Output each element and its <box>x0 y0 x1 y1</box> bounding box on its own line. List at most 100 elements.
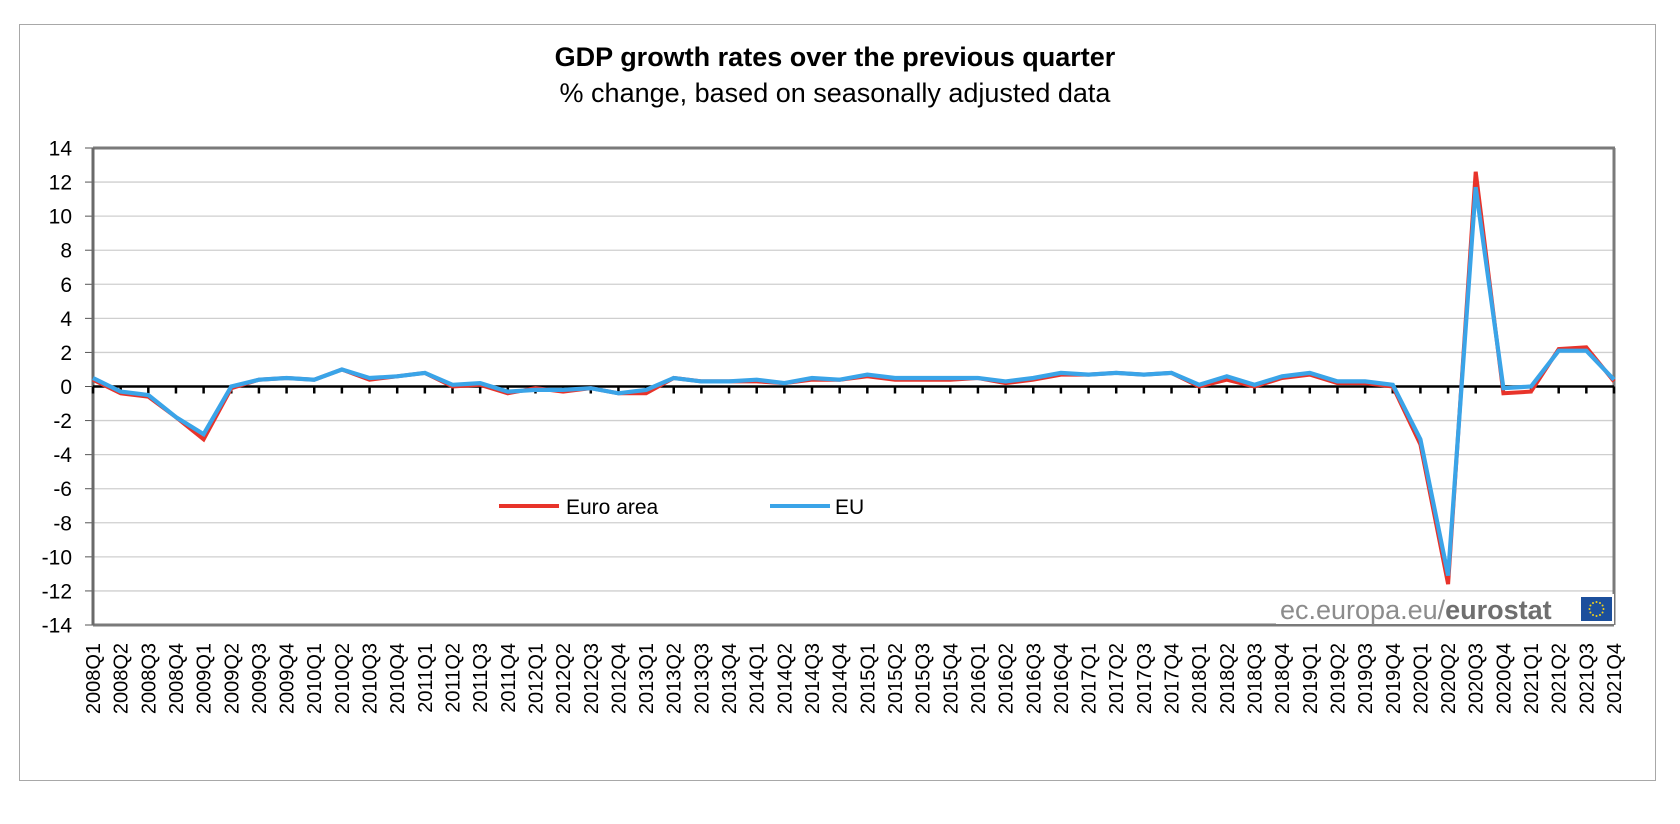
x-tick-label: 2014Q4 <box>830 643 852 714</box>
eu-flag-icon <box>1581 597 1612 621</box>
x-tick-label: 2015Q1 <box>857 643 879 714</box>
legend-label-euro-area: Euro area <box>566 496 659 519</box>
x-tick-label: 2010Q4 <box>387 643 409 714</box>
x-tick-label: 2014Q2 <box>774 643 796 714</box>
x-tick-label: 2016Q1 <box>968 643 990 714</box>
x-tick-label: 2013Q4 <box>719 643 741 714</box>
series-group <box>92 171 1616 585</box>
flag-star <box>1589 604 1592 607</box>
x-tick-label: 2013Q3 <box>691 643 713 714</box>
x-tick-label: 2016Q2 <box>996 643 1018 714</box>
x-tick-label: 2009Q4 <box>277 643 299 714</box>
x-tick-label: 2020Q2 <box>1438 643 1460 714</box>
flag-star <box>1601 604 1604 607</box>
x-tick-label: 2013Q1 <box>636 643 658 714</box>
watermark-brand: eurostat <box>1445 595 1552 625</box>
flag-star <box>1599 601 1601 604</box>
flag-star <box>1592 601 1594 604</box>
x-tick-label: 2013Q2 <box>664 643 686 714</box>
legend: Euro area EU <box>499 496 864 519</box>
x-tick-label: 2021Q4 <box>1604 643 1626 714</box>
flag-star <box>1601 611 1604 614</box>
y-tick-label: 6 <box>60 274 72 297</box>
x-tick-label: 2020Q3 <box>1466 643 1488 714</box>
x-tick-label: 2017Q1 <box>1079 643 1101 714</box>
y-tick-label: -2 <box>53 410 72 433</box>
flag-star <box>1602 608 1605 610</box>
y-tick-label: -12 <box>42 580 72 603</box>
x-tick-label: 2021Q2 <box>1549 643 1571 714</box>
x-tick-label: 2021Q1 <box>1521 643 1543 714</box>
y-tick-label: 14 <box>49 138 73 161</box>
y-tick-label: -4 <box>53 444 72 467</box>
legend-label-eu: EU <box>835 496 864 519</box>
x-tick-label: 2018Q3 <box>1244 643 1266 714</box>
y-tick-label: 0 <box>60 376 72 399</box>
y-tick-label: -6 <box>53 478 72 501</box>
x-tick-label: 2020Q1 <box>1410 643 1432 714</box>
y-tick-label: 12 <box>49 172 72 195</box>
x-tick-label: 2018Q1 <box>1189 643 1211 714</box>
watermark-background <box>1276 594 1614 624</box>
x-tick-label: 2016Q3 <box>1023 643 1045 714</box>
x-tick-label: 2011Q1 <box>415 643 437 713</box>
x-tick-label: 2018Q4 <box>1272 643 1294 714</box>
x-tick-label: 2008Q1 <box>83 643 105 714</box>
x-tick-label: 2014Q3 <box>802 643 824 714</box>
x-tick-label: 2008Q2 <box>111 643 133 714</box>
x-tick-label: 2009Q1 <box>194 643 216 714</box>
x-tick-label: 2008Q4 <box>166 643 188 714</box>
x-tick-label: 2014Q1 <box>747 643 769 714</box>
x-tick-label: 2019Q3 <box>1355 643 1377 714</box>
x-tick-label: 2015Q3 <box>913 643 935 714</box>
flag-star <box>1595 601 1598 603</box>
x-tick-label: 2011Q2 <box>443 643 465 713</box>
x-tick-label: 2012Q1 <box>525 643 547 714</box>
x-tick-label: 2010Q3 <box>360 643 382 714</box>
watermark-text: ec.europa.eu/eurostat <box>1280 595 1552 625</box>
x-tick-label: 2017Q4 <box>1162 643 1184 714</box>
chart-frame <box>19 24 1656 781</box>
y-tick-label: -14 <box>42 615 73 638</box>
chart-subtitle: % change, based on seasonally adjusted d… <box>560 78 1112 108</box>
x-tick-label: 2012Q3 <box>581 643 603 714</box>
flag-star <box>1595 615 1598 617</box>
x-axis: 2008Q1 2008Q2 2008Q3 2008Q4 2009Q1 2009Q2 2009… <box>83 385 1626 714</box>
x-tick-label: 2015Q2 <box>885 643 907 714</box>
x-tick-label: 2019Q4 <box>1383 643 1405 714</box>
y-tick-label: -8 <box>53 512 72 535</box>
x-tick-label: 2015Q4 <box>940 643 962 714</box>
x-tick-label: 2010Q2 <box>332 643 354 714</box>
x-tick-label: 2021Q3 <box>1576 643 1598 714</box>
flag-star <box>1589 611 1592 614</box>
y-tick-label: -10 <box>42 546 72 569</box>
x-tick-label: 2012Q4 <box>608 643 630 714</box>
eurostat-watermark: ec.europa.eu/eurostat <box>1276 594 1614 625</box>
flag-star <box>1588 608 1591 610</box>
x-tick-label: 2017Q3 <box>1134 643 1156 714</box>
x-tick-label: 2019Q1 <box>1300 643 1322 714</box>
x-tick-label: 2019Q2 <box>1327 643 1349 714</box>
x-tick-label: 2018Q2 <box>1217 643 1239 714</box>
x-tick-label: 2011Q3 <box>470 643 492 713</box>
series-line-eu <box>92 186 1616 577</box>
y-tick-label: 4 <box>60 308 72 331</box>
x-tick-label: 2009Q3 <box>249 643 271 714</box>
x-tick-label: 2011Q4 <box>498 643 520 713</box>
x-tick-label: 2010Q1 <box>304 643 326 714</box>
y-axis: 14 12 10 8 6 4 2 0 -2 -4 -6 -8 -10 -12 -14 <box>42 138 95 638</box>
x-tick-label: 2009Q2 <box>221 643 243 714</box>
x-tick-label: 2008Q3 <box>138 643 160 714</box>
y-tick-label: 8 <box>60 240 72 263</box>
x-tick-label: 2016Q4 <box>1051 643 1073 714</box>
flag-star <box>1599 614 1601 617</box>
x-tick-label: 2017Q2 <box>1106 643 1128 714</box>
x-tick-label: 2020Q4 <box>1493 643 1515 714</box>
x-tick-label: 2012Q2 <box>553 643 575 714</box>
y-tick-label: 2 <box>60 342 72 365</box>
flag-star <box>1592 614 1594 617</box>
watermark-prefix: ec.europa.eu/ <box>1280 595 1446 625</box>
chart-title: GDP growth rates over the previous quart… <box>555 42 1116 72</box>
y-tick-label: 10 <box>49 206 72 229</box>
